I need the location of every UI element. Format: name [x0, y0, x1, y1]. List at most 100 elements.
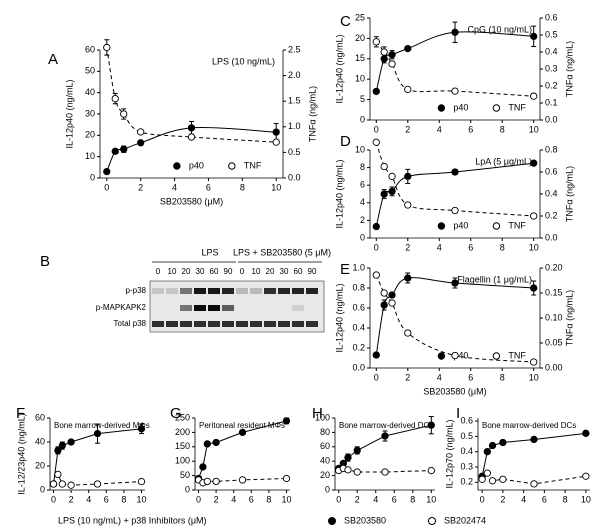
y-tick-label: 0.0: [352, 362, 365, 372]
y-tick-label: 0.6: [352, 302, 365, 312]
point: [372, 38, 380, 46]
point: [404, 85, 412, 94]
blot-band: [292, 305, 304, 311]
axis-frame: [477, 418, 590, 491]
point: [451, 28, 459, 36]
x-tick-label: 2: [214, 494, 219, 504]
y-tick-label: 20: [355, 33, 365, 43]
blot-time: 10: [168, 267, 177, 276]
legend-marker: [492, 222, 501, 230]
blot-band: [166, 321, 178, 327]
point: [282, 474, 291, 483]
blot-band: [306, 288, 318, 294]
panel-label: B: [40, 253, 50, 270]
panel-label: G: [170, 405, 182, 422]
y2-axis-label: TNFα (ng/mL): [307, 86, 317, 142]
blot-band: [292, 321, 304, 327]
point: [67, 438, 75, 446]
point: [54, 446, 62, 455]
panel-label: A: [48, 51, 58, 68]
point: [120, 145, 128, 153]
point: [93, 429, 102, 438]
series-line: [338, 467, 432, 473]
panel-label: C: [340, 13, 351, 30]
point: [388, 60, 396, 68]
blot-time: 90: [308, 267, 317, 276]
x-tick-label: 2: [69, 494, 74, 504]
blot-time: 10: [252, 267, 261, 276]
point: [451, 168, 459, 176]
blot-band: [222, 321, 234, 327]
x-tick-label: 10: [529, 124, 539, 134]
y-axis-label: IL-12p40 (ng/mL): [334, 159, 344, 228]
blot-time: 30: [196, 267, 205, 276]
y2-tick-label: 0.15: [545, 287, 563, 297]
point: [451, 206, 459, 215]
x-tick-label: 2: [500, 494, 505, 504]
x-tick-label: 6: [542, 494, 547, 504]
y2-tick-label: 0.10: [545, 312, 563, 322]
y-tick-label: 2: [360, 215, 365, 225]
point: [344, 466, 352, 474]
legend-label: p40: [189, 160, 204, 170]
y2-tick-label: 1.5: [288, 96, 301, 106]
chart-title: Peritoneal resident MΦs: [199, 421, 285, 430]
y-tick-label: 15: [355, 53, 365, 63]
y-tick-label: 25: [355, 12, 365, 22]
y-tick-label: 0.2: [460, 477, 473, 487]
y-tick-label: 0: [360, 114, 365, 124]
blot-band: [152, 288, 164, 294]
x-axis-label: SB203580 (μM): [423, 386, 486, 396]
point: [54, 470, 62, 479]
blot-row-label: p-MAPKAPK2: [96, 303, 147, 312]
y-tick-label: 0.8: [352, 282, 365, 292]
y-tick-label: 20: [85, 130, 95, 140]
legend-label: TNF: [508, 220, 526, 230]
blot-band: [166, 288, 178, 294]
panel-label: D: [340, 133, 351, 150]
point: [212, 477, 220, 486]
blot-time: 20: [266, 267, 275, 276]
x-tick-label: 2: [405, 124, 410, 134]
y-tick-label: 80: [320, 427, 330, 437]
legend-label: TNF: [508, 102, 526, 112]
chart-title: CpG (10 ng/mL): [467, 24, 532, 34]
point: [388, 291, 396, 299]
point: [203, 477, 211, 486]
x-tick-label: 10: [271, 182, 281, 192]
y2-tick-label: 0.00: [545, 362, 563, 372]
y-tick-label: 200: [175, 427, 190, 437]
y-tick-label: 150: [175, 441, 190, 451]
legend-marker: [492, 352, 501, 360]
point: [530, 92, 538, 100]
axis-frame: [99, 50, 284, 179]
point: [67, 481, 75, 489]
legend-marker: [437, 222, 446, 230]
x-tick-label: 4: [172, 182, 177, 192]
y-axis-label: IL-12p40 (ng/mL): [334, 283, 344, 352]
point: [49, 480, 58, 488]
x-tick-label: 2: [405, 372, 410, 382]
y-tick-label: 50: [180, 470, 190, 480]
x-tick-label: 2: [405, 242, 410, 252]
blot-band: [208, 288, 220, 294]
series-line: [481, 472, 586, 485]
x-axis-label: SB203580 (μM): [160, 196, 223, 206]
blot-band: [306, 321, 318, 327]
blot-band: [236, 288, 248, 294]
x-tick-label: 10: [426, 494, 436, 504]
y2-axis-label: TNFα (ng/mL): [564, 41, 574, 97]
point: [58, 441, 66, 450]
point: [451, 279, 459, 287]
blot-band: [180, 305, 192, 311]
point: [353, 468, 361, 476]
y2-tick-label: 2.5: [288, 44, 301, 54]
blot-time: 30: [280, 267, 289, 276]
blot-band: [194, 305, 206, 311]
y-tick-label: 250: [175, 412, 190, 422]
point: [103, 167, 111, 176]
point: [372, 351, 380, 359]
y-axis-label: IL-12/23p40 (ng/mL): [16, 413, 26, 495]
point: [478, 475, 486, 483]
